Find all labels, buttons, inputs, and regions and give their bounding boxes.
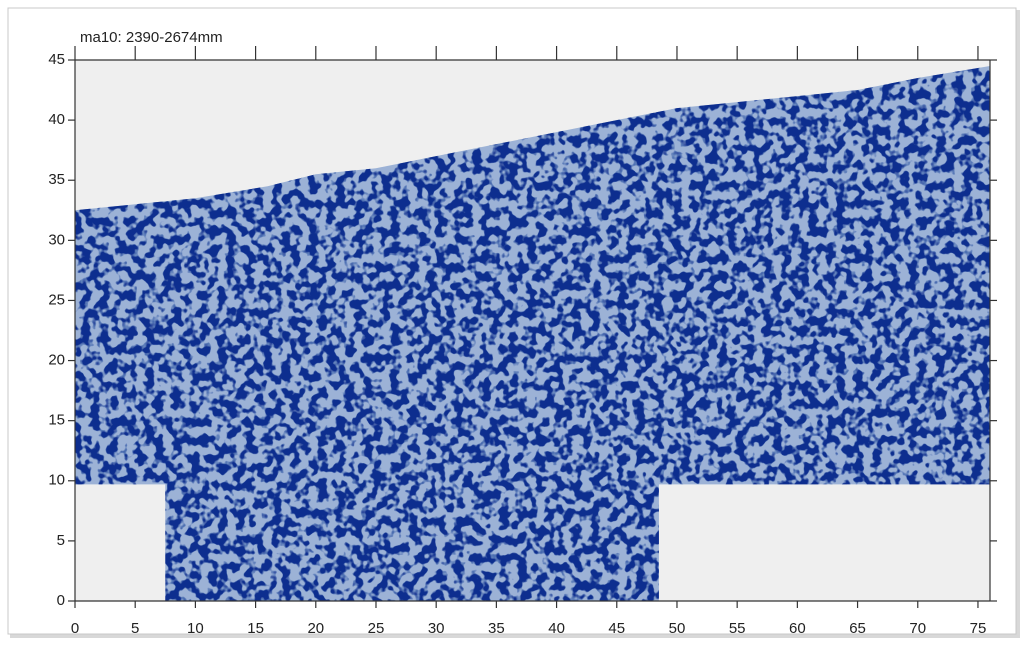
x-tick-label: 25 xyxy=(368,620,385,637)
x-tick-label: 70 xyxy=(909,620,926,637)
y-tick-label: 35 xyxy=(48,171,65,188)
y-tick-label: 5 xyxy=(57,532,65,549)
x-tick-label: 15 xyxy=(247,620,264,637)
x-tick-label: 0 xyxy=(71,620,79,637)
x-tick-label: 65 xyxy=(849,620,866,637)
y-tick-label: 40 xyxy=(48,111,65,128)
x-tick-label: 45 xyxy=(608,620,625,637)
x-tick-label: 55 xyxy=(729,620,746,637)
y-tick-label: 0 xyxy=(57,592,65,609)
x-tick-label: 10 xyxy=(187,620,204,637)
y-tick-label: 10 xyxy=(48,472,65,489)
chart-title: ma10: 2390-2674mm xyxy=(80,29,223,46)
x-tick-label: 40 xyxy=(548,620,565,637)
y-tick-label: 15 xyxy=(48,412,65,429)
x-tick-label: 35 xyxy=(488,620,505,637)
y-tick-label: 20 xyxy=(48,352,65,369)
y-tick-label: 25 xyxy=(48,291,65,308)
x-tick-label: 5 xyxy=(131,620,139,637)
x-tick-label: 30 xyxy=(428,620,445,637)
y-tick-label: 30 xyxy=(48,231,65,248)
content: 0 5 10 15 20 25 30 35 40 45 50 55 60 65 70 75 0 5 10 15 20 25… xyxy=(48,46,997,637)
x-tick-label: 75 xyxy=(970,620,987,637)
y-tick-label: 45 xyxy=(48,51,65,68)
x-tick-label: 20 xyxy=(307,620,324,637)
x-tick-label: 60 xyxy=(789,620,806,637)
x-tick-label: 50 xyxy=(669,620,686,637)
